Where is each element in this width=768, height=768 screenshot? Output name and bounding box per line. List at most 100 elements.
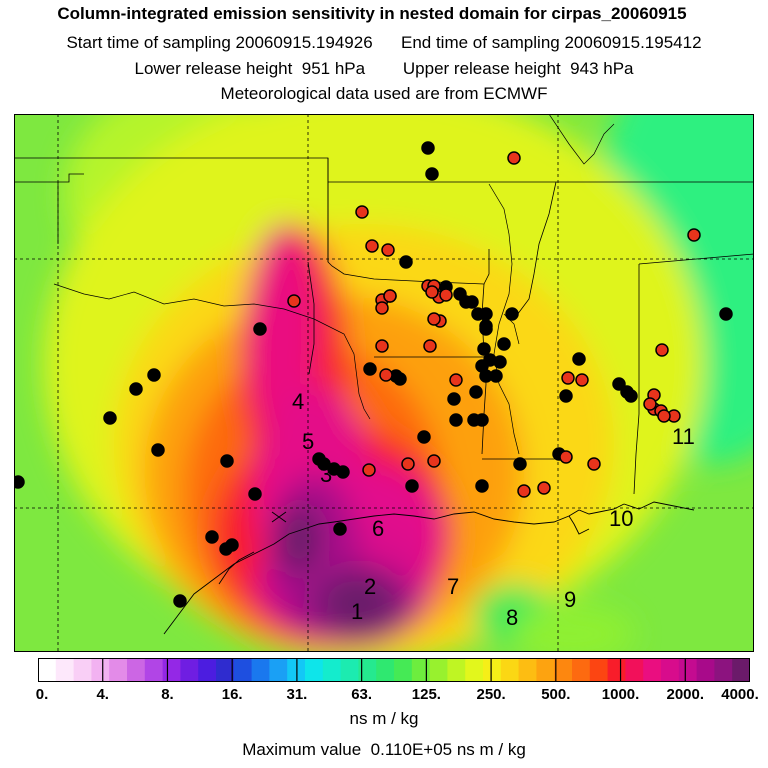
colorbar-cell [607, 658, 626, 682]
station-marker [612, 377, 626, 391]
colorbar-cell [55, 658, 75, 682]
colorbar-cell [322, 658, 342, 682]
region-label: 4 [292, 389, 304, 414]
station-marker [687, 228, 701, 242]
station-marker [447, 392, 461, 406]
colorbar-cell [429, 658, 448, 682]
colorbar-tick-label: 31. [286, 686, 308, 703]
station-marker [479, 369, 493, 383]
colorbar-cell [394, 658, 413, 682]
region-label: 7 [447, 574, 459, 599]
colorbar-cell [661, 658, 680, 682]
colorbar-cell [625, 658, 644, 682]
colorbar-cell [127, 658, 146, 682]
station-marker [355, 205, 369, 219]
colorbar-tick-label: 1000. [601, 686, 640, 703]
maximum-value-line: Maximum value 0.110E+05 ns m / kg [242, 740, 526, 759]
plot-title: Column-integrated emission sensitivity i… [57, 4, 687, 23]
station-marker [493, 355, 507, 369]
station-marker [375, 301, 389, 315]
colorbar-cell [589, 658, 609, 682]
station-marker [477, 342, 491, 356]
colorbar-cell [144, 658, 164, 682]
station-marker [559, 450, 573, 464]
colorbar-cell [483, 658, 502, 682]
station-marker [643, 397, 657, 411]
station-marker [423, 339, 437, 353]
coastline [163, 501, 695, 635]
region-label: 3 [320, 462, 332, 487]
colorbar-cell [198, 658, 217, 682]
station-marker [719, 307, 733, 321]
station-marker [561, 371, 575, 385]
station-marker [465, 295, 479, 309]
station-markers [14, 141, 733, 608]
station-marker [129, 382, 143, 396]
colorbar-cell [269, 658, 288, 682]
colorbar-cell [447, 658, 466, 682]
station-marker [449, 413, 463, 427]
colorbar-cell [678, 658, 698, 682]
colorbar-tick-label: 2000. [666, 686, 705, 703]
colorbar-cell [376, 658, 395, 682]
colorbar-cell [500, 658, 520, 682]
region-label: 2 [364, 574, 376, 599]
region-label: 9 [564, 587, 576, 612]
station-marker [517, 484, 531, 498]
station-marker [427, 454, 441, 468]
region-label: 10 [609, 506, 633, 531]
station-marker [449, 373, 463, 387]
station-marker [365, 239, 379, 253]
sampling-time-line: Start time of sampling 20060915.194926 E… [66, 33, 702, 52]
colorbar-cell [180, 658, 199, 682]
station-marker [399, 255, 413, 269]
colorbar-tick-label: 4. [96, 686, 109, 703]
region-label: 1 [351, 599, 363, 624]
station-marker [405, 479, 419, 493]
colorbar-cell [340, 658, 359, 682]
colorbar-cell [411, 658, 431, 682]
station-marker [497, 337, 511, 351]
release-height-line: Lower release height 951 hPa Upper relea… [134, 59, 634, 78]
station-marker [383, 289, 397, 303]
station-marker [513, 457, 527, 471]
sensitivity-map: 1 2 3 4 5 6 7 8 9 10 11 [14, 114, 754, 652]
station-marker [559, 389, 573, 403]
station-marker [225, 538, 239, 552]
colorbar-tick-label: 63. [351, 686, 373, 703]
colorbar-cell [91, 658, 110, 682]
colorbar-tick-label: 250. [476, 686, 506, 703]
colorbar-cell [536, 658, 555, 682]
release-point-marker [271, 511, 287, 523]
region-label: 5 [302, 429, 314, 454]
station-marker [363, 362, 377, 376]
colorbar-tick-label: 16. [221, 686, 243, 703]
colorbar-cell [518, 658, 537, 682]
region-label: 11 [672, 424, 695, 449]
station-marker [379, 368, 393, 382]
colorbar-units: ns m / kg [349, 709, 419, 728]
station-marker [381, 243, 395, 257]
station-marker [393, 372, 407, 386]
station-marker [657, 409, 671, 423]
station-marker [507, 151, 521, 165]
colorbar [38, 658, 750, 682]
station-marker [624, 389, 638, 403]
station-marker [587, 457, 601, 471]
region-label: 6 [372, 516, 384, 541]
colorbar-cell [233, 658, 253, 682]
station-marker [253, 322, 267, 336]
station-marker [362, 463, 376, 477]
colorbar-cell [73, 658, 92, 682]
colorbar-cell [554, 658, 573, 682]
region-label: 8 [506, 605, 518, 630]
station-marker [14, 475, 25, 489]
station-marker [417, 430, 431, 444]
station-marker [103, 411, 117, 425]
station-marker [469, 385, 483, 399]
station-marker [575, 373, 589, 387]
colorbar-tick-label: 4000. [721, 686, 759, 703]
colorbar-tick-label: 500. [541, 686, 571, 703]
station-marker [220, 454, 234, 468]
colorbar-cell [38, 658, 57, 682]
